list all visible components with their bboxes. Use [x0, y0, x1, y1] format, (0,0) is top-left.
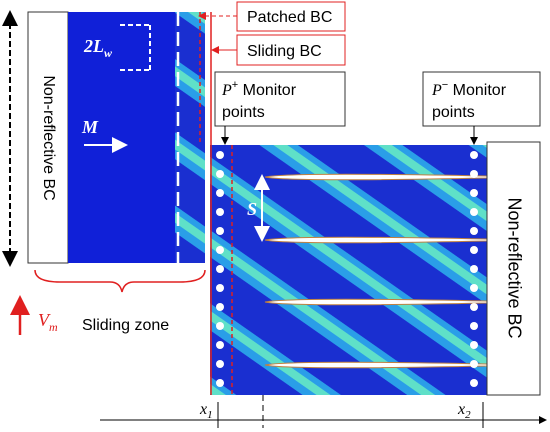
- mach-label: M: [81, 117, 99, 137]
- left-domain: Non-reflective BC 2Lw M: [2, 10, 205, 267]
- p-plus-line2: points: [222, 104, 265, 121]
- p-plus-line1: P+ Monitor: [221, 79, 297, 99]
- text-part: x: [457, 401, 465, 418]
- right-bc: Non-reflective BC: [504, 197, 524, 338]
- text-part: x: [199, 401, 207, 418]
- spacing-label: S: [247, 199, 257, 219]
- text-part: 1: [207, 409, 213, 421]
- text-part: P: [431, 82, 442, 99]
- monitor-callouts: P+ Monitor points P− Monitor points: [214, 71, 541, 145]
- sliding-zone-label: Sliding zone: [82, 317, 169, 334]
- sliding-zone: Vm Sliding zone: [9, 269, 206, 335]
- text-part: 2: [465, 409, 471, 421]
- text-part: +: [232, 79, 238, 91]
- text-part: P: [221, 82, 232, 99]
- text-part: Monitor: [448, 82, 506, 99]
- p-minus-line2: points: [432, 104, 475, 121]
- interfaces: Patched BC Sliding BC: [198, 1, 346, 395]
- text-part: V: [38, 310, 51, 330]
- left-bc: Non-reflective BC: [40, 75, 57, 200]
- text-part: w: [104, 46, 113, 60]
- p-minus-line1: P− Monitor: [431, 79, 507, 99]
- axis: x1 x2: [100, 395, 547, 428]
- right-domain: S Non-reflective BC: [210, 141, 541, 396]
- pitch-label: 2Lw: [83, 36, 113, 60]
- text-part: 2L: [83, 36, 104, 56]
- patched-bc: Patched BC: [247, 9, 332, 26]
- text-part: m: [49, 320, 58, 334]
- text-part: Monitor: [238, 82, 296, 99]
- text-part: −: [442, 79, 448, 91]
- x1-label: x1: [199, 401, 213, 421]
- sliding-bc: Sliding BC: [247, 43, 322, 60]
- velocity-label: Vm: [38, 310, 58, 334]
- x2-label: x2: [457, 401, 471, 421]
